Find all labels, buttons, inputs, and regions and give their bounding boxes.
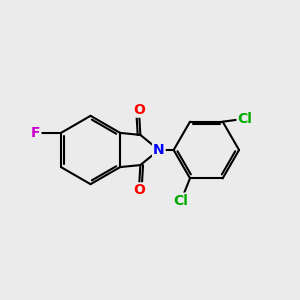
Text: F: F — [31, 126, 40, 140]
Text: Cl: Cl — [238, 112, 252, 126]
Text: N: N — [153, 143, 165, 157]
Text: Cl: Cl — [174, 194, 188, 208]
Text: O: O — [133, 183, 145, 197]
Text: O: O — [133, 103, 145, 117]
